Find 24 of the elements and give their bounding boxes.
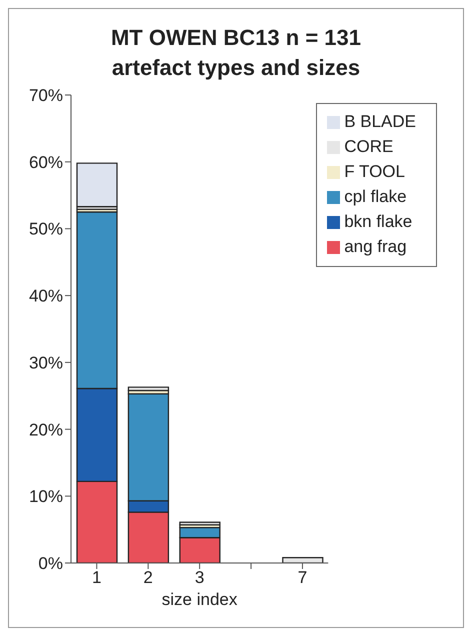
y-tick-label: 70% (28, 86, 63, 106)
legend-label: ang frag (344, 237, 407, 256)
x-tick-label: 7 (298, 568, 308, 588)
y-tick-label: 30% (28, 353, 63, 372)
x-axis-title: size index (162, 590, 238, 609)
y-tick-label: 20% (28, 420, 63, 440)
legend-label: B BLADE (344, 112, 416, 131)
bar (282, 557, 324, 563)
y-tick-label: 0% (38, 554, 63, 574)
x-tick-label: 3 (194, 568, 204, 588)
y-tick-label: 60% (28, 152, 63, 172)
legend-label: bkn flake (344, 212, 412, 231)
bar (179, 522, 220, 526)
x-tick-label: 1 (92, 568, 102, 588)
chart-title: MT OWEN BC13 n = 131 artefact types and sizes (110, 24, 362, 82)
legend-label: CORE (344, 137, 394, 156)
legend-label: F TOOL (344, 162, 405, 181)
x-tick-label: 2 (143, 568, 153, 588)
y-tick-label: 40% (28, 286, 63, 306)
legend-label: cpl flake (344, 187, 407, 206)
bar (128, 386, 170, 392)
y-tick-label: 50% (28, 220, 63, 239)
bar (76, 162, 118, 208)
y-tick-label: 10% (28, 487, 63, 506)
